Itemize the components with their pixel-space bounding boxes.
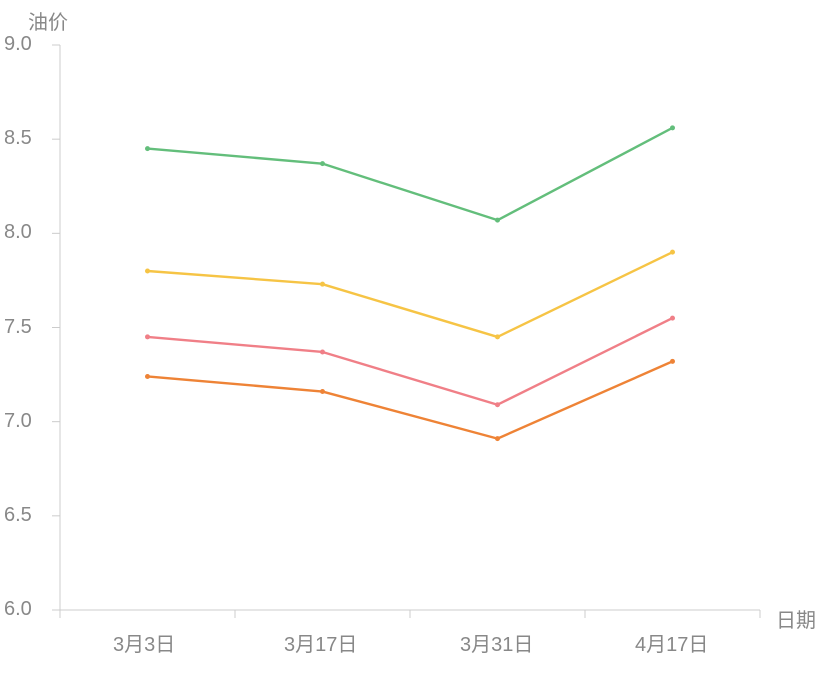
oil-price-line-chart: 油价 日期 9.0 8.5 8.0 7.5 7.0 6.5 6.0 3月3日 3… — [0, 0, 836, 690]
chart-svg — [0, 0, 836, 690]
